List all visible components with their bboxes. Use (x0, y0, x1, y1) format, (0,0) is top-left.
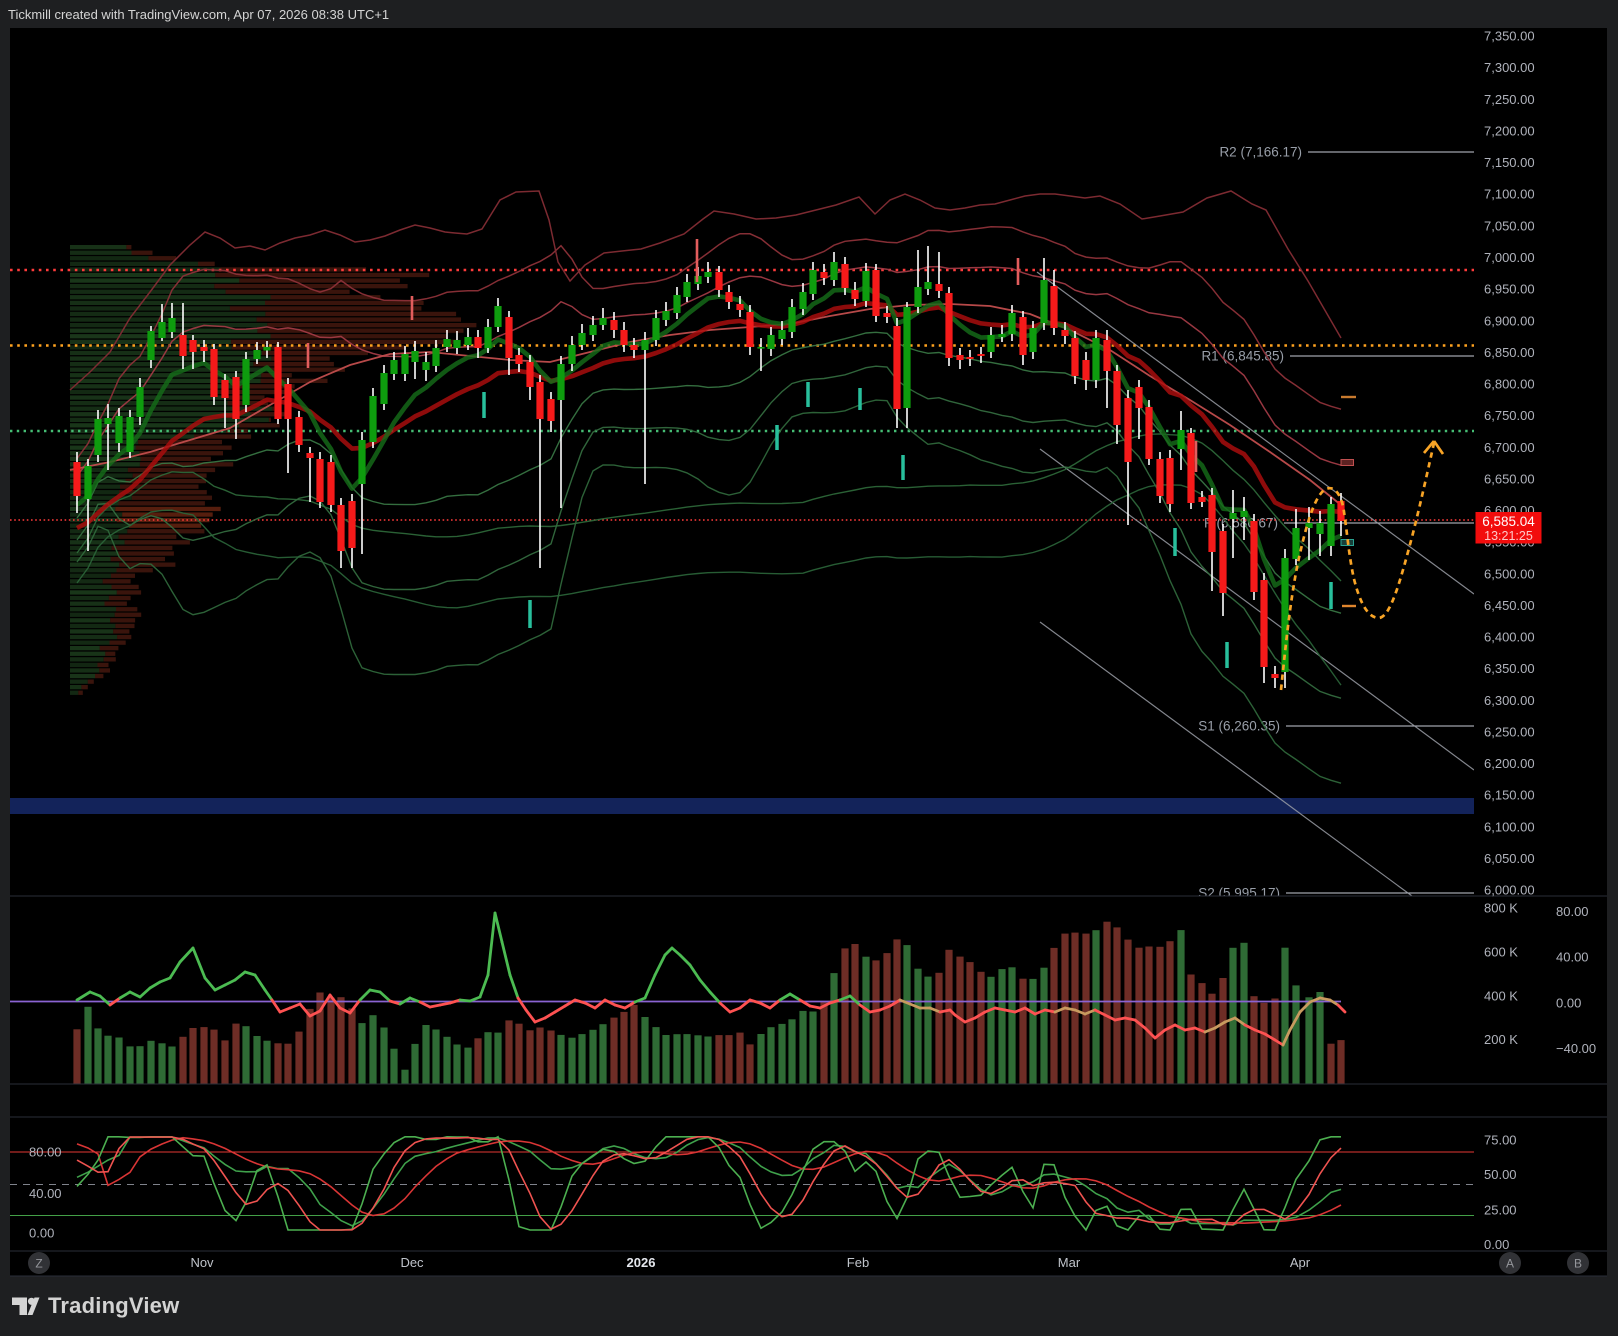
svg-text:40.00: 40.00 (1556, 950, 1589, 965)
svg-text:6,585.04: 6,585.04 (1482, 514, 1535, 529)
svg-text:6,900.00: 6,900.00 (1484, 313, 1535, 328)
svg-text:7,000.00: 7,000.00 (1484, 250, 1535, 265)
svg-text:7,150.00: 7,150.00 (1484, 155, 1535, 170)
svg-text:6,750.00: 6,750.00 (1484, 408, 1535, 423)
svg-text:50.00: 50.00 (1484, 1167, 1517, 1182)
svg-text:Nov: Nov (190, 1255, 214, 1270)
svg-text:600 K: 600 K (1484, 945, 1518, 960)
svg-text:R1 (6,845.85): R1 (6,845.85) (1201, 349, 1284, 364)
svg-text:6,300.00: 6,300.00 (1484, 693, 1535, 708)
svg-text:Feb: Feb (847, 1255, 869, 1270)
svg-text:6,850.00: 6,850.00 (1484, 345, 1535, 360)
svg-text:7,200.00: 7,200.00 (1484, 124, 1535, 139)
svg-text:Apr: Apr (1290, 1255, 1311, 1270)
svg-text:7,050.00: 7,050.00 (1484, 218, 1535, 233)
svg-text:R2 (7,166.17): R2 (7,166.17) (1219, 145, 1302, 160)
svg-text:6,250.00: 6,250.00 (1484, 724, 1535, 739)
svg-text:6,500.00: 6,500.00 (1484, 566, 1535, 581)
svg-text:−40.00: −40.00 (1556, 1041, 1596, 1056)
svg-text:6,700.00: 6,700.00 (1484, 440, 1535, 455)
svg-text:800 K: 800 K (1484, 901, 1518, 916)
svg-text:Z: Z (35, 1257, 42, 1271)
svg-text:200 K: 200 K (1484, 1032, 1518, 1047)
svg-text:6,400.00: 6,400.00 (1484, 630, 1535, 645)
svg-text:A: A (1506, 1257, 1514, 1271)
svg-text:6,650.00: 6,650.00 (1484, 471, 1535, 486)
svg-text:Dec: Dec (400, 1255, 424, 1270)
svg-text:7,250.00: 7,250.00 (1484, 92, 1535, 107)
svg-text:Tickmill created with TradingV: Tickmill created with TradingView.com, A… (8, 7, 389, 22)
svg-text:6,000.00: 6,000.00 (1484, 883, 1535, 898)
svg-text:80.00: 80.00 (1556, 904, 1589, 919)
svg-text:75.00: 75.00 (1484, 1133, 1517, 1148)
svg-text:7,300.00: 7,300.00 (1484, 60, 1535, 75)
svg-text:0.00: 0.00 (1556, 996, 1581, 1011)
svg-text:25.00: 25.00 (1484, 1203, 1517, 1218)
svg-text:7,100.00: 7,100.00 (1484, 187, 1535, 202)
svg-text:6,200.00: 6,200.00 (1484, 756, 1535, 771)
svg-text:6,100.00: 6,100.00 (1484, 819, 1535, 834)
svg-text:S1 (6,260.35): S1 (6,260.35) (1198, 719, 1280, 734)
svg-text:Mar: Mar (1058, 1255, 1081, 1270)
svg-text:6,450.00: 6,450.00 (1484, 598, 1535, 613)
svg-text:400 K: 400 K (1484, 989, 1518, 1004)
svg-text:B: B (1574, 1257, 1582, 1271)
svg-text:13:21:25: 13:21:25 (1484, 529, 1533, 543)
svg-text:2026: 2026 (627, 1255, 656, 1270)
svg-text:6,050.00: 6,050.00 (1484, 851, 1535, 866)
svg-text:TradingView: TradingView (48, 1293, 180, 1318)
svg-text:6,350.00: 6,350.00 (1484, 661, 1535, 676)
svg-text:0.00: 0.00 (29, 1226, 54, 1241)
svg-text:S2 (5,995.17): S2 (5,995.17) (1198, 886, 1280, 901)
svg-text:6,950.00: 6,950.00 (1484, 282, 1535, 297)
svg-text:0.00: 0.00 (1484, 1237, 1509, 1252)
svg-text:7,350.00: 7,350.00 (1484, 29, 1535, 44)
svg-text:40.00: 40.00 (29, 1186, 62, 1201)
svg-text:80.00: 80.00 (29, 1145, 62, 1160)
svg-text:6,800.00: 6,800.00 (1484, 377, 1535, 392)
svg-text:6,150.00: 6,150.00 (1484, 788, 1535, 803)
